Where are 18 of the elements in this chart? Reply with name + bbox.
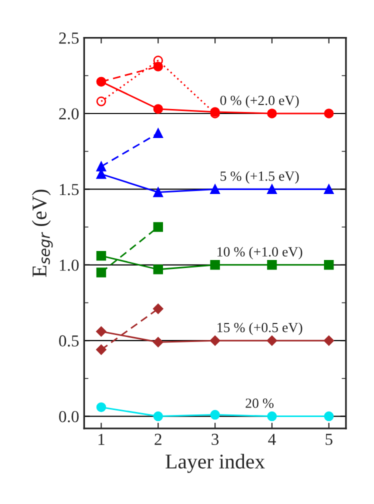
x-tick-label: 5	[326, 434, 332, 445]
y-tick-label: 2.0	[59, 108, 79, 120]
x-tick-label: 2	[154, 434, 162, 445]
y-tick-label: 1.5	[60, 184, 79, 196]
y-tick-label: 0.5	[59, 335, 79, 347]
y-tick-label: 2.5	[59, 32, 79, 44]
x-tick-label: 4	[268, 434, 276, 445]
annotation: 0 % (+2.0 eV)	[220, 95, 299, 108]
annotation: 10 % (+1.0 eV)	[218, 246, 302, 260]
y-tick-label: 1.0	[60, 260, 79, 271]
annotation: 15 % (+0.5 eV)	[218, 322, 302, 336]
x-tick-label: 3	[212, 434, 219, 445]
annotation: 20 %	[246, 398, 274, 408]
annotation: 5 % (+1.5 eV)	[220, 171, 299, 184]
y-tick-label: 0.0	[59, 410, 79, 422]
x-tick-label: 1	[98, 434, 104, 445]
x-axis-title: Layer index	[166, 454, 265, 473]
y-axis-title: E$_{segr}$ (eV)	[32, 190, 53, 277]
